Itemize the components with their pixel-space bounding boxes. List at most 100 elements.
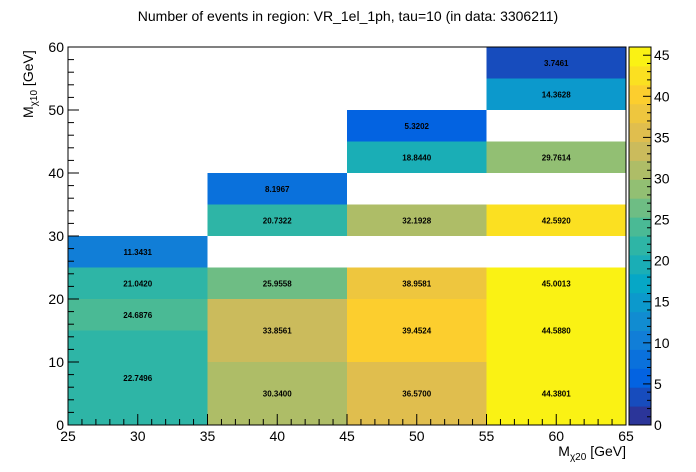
y-axis-label-main: M <box>20 106 36 118</box>
color-scale-tick-label: 35 <box>654 129 670 145</box>
cell-value-label: 32.1928 <box>402 216 431 225</box>
x-axis-label-sub: χ20 <box>570 452 587 463</box>
color-scale-step <box>629 330 651 350</box>
x-tick-label: 65 <box>618 428 634 444</box>
x-tick-label: 35 <box>200 428 216 444</box>
color-scale-tick-label: 10 <box>654 335 670 351</box>
color-scale-tick-label: 40 <box>654 88 670 104</box>
color-scale-step <box>629 84 651 105</box>
color-scale-step <box>629 368 651 388</box>
color-scale-bar: 0 5 10 15 20 25 30 35 40 45 <box>628 46 670 433</box>
color-scale-step <box>629 141 651 161</box>
color-scale-tick-label: 0 <box>654 417 662 433</box>
heatmap-cell <box>347 141 487 173</box>
cell-value-label: 18.8440 <box>402 153 431 162</box>
color-scale-step <box>629 217 651 237</box>
color-scale-step <box>629 349 651 369</box>
color-scale-tick-label: 20 <box>654 253 670 269</box>
heatmap-cell <box>486 204 626 236</box>
color-scale-tick-label: 30 <box>654 170 670 186</box>
y-tick-label: 50 <box>48 102 64 118</box>
color-scale-step <box>629 254 651 275</box>
x-tick-label: 30 <box>130 428 146 444</box>
heatmap-cell <box>207 204 347 236</box>
heatmap-cell <box>68 236 208 268</box>
color-scale-step <box>629 236 651 256</box>
y-tick-label: 20 <box>48 291 64 307</box>
color-scale-tick-label: 5 <box>654 376 662 392</box>
color-scale-step <box>629 103 651 124</box>
y-tick-label: 0 <box>56 417 64 433</box>
heatmap-cell <box>486 47 626 79</box>
chart-title: Number of events in region: VR_1el_1ph, … <box>138 8 558 24</box>
color-scale-tick-label: 15 <box>654 294 670 310</box>
x-axis-label-unit: [GeV] <box>586 443 626 459</box>
heatmap-cells: 22.7496 24.6876 21.0420 11.3431 30.3400 33.85… <box>68 47 626 425</box>
x-axis-label: Mχ20 [GeV] <box>558 443 626 463</box>
x-tick-label: 50 <box>409 428 425 444</box>
x-tick-label: 60 <box>548 428 564 444</box>
x-axis-label-main: M <box>558 443 570 459</box>
color-scale-step <box>629 122 651 142</box>
color-scale-step <box>629 179 651 199</box>
cell-value-label: 45.0013 <box>542 279 571 288</box>
heatmap-cell <box>68 299 208 331</box>
color-scale-step <box>629 311 651 331</box>
cell-value-label: 33.8561 <box>263 327 292 336</box>
heatmap-cell <box>486 299 626 362</box>
cell-value-label: 38.9581 <box>402 279 431 288</box>
cell-value-label: 39.4524 <box>402 327 431 336</box>
y-tick-label: 10 <box>48 354 64 370</box>
heatmap-cell <box>486 267 626 299</box>
heatmap-cell <box>207 299 347 362</box>
cell-value-label: 24.6876 <box>123 311 152 320</box>
heatmap-cell <box>486 141 626 173</box>
color-scale-step <box>629 47 651 67</box>
cell-value-label: 3.7461 <box>544 59 569 68</box>
cell-value-label: 44.5880 <box>542 327 571 336</box>
heatmap-cell <box>207 267 347 299</box>
cell-value-label: 21.0420 <box>123 279 152 288</box>
color-scale-step <box>629 273 651 294</box>
heatmap-cell <box>68 267 208 299</box>
color-scale-tick-label: 25 <box>654 212 670 228</box>
heatmap-cell <box>486 78 626 110</box>
heatmap-cell <box>347 267 487 299</box>
color-scale-step <box>629 160 651 180</box>
cell-value-label: 11.3431 <box>124 248 153 257</box>
color-scale-step <box>629 406 651 426</box>
cell-value-label: 44.3801 <box>542 390 571 399</box>
heatmap-cell <box>347 204 487 236</box>
cell-value-label: 36.5700 <box>402 390 431 399</box>
heatmap-cell <box>207 173 347 205</box>
y-axis-label: Mχ10 [GeV] <box>20 50 40 118</box>
cell-value-label: 14.3628 <box>542 90 571 99</box>
cell-value-label: 30.3400 <box>263 390 292 399</box>
x-tick-label: 25 <box>60 428 76 444</box>
heatmap-cell <box>347 299 487 362</box>
plot-axes: 25 30 35 40 45 50 55 60 65 0 10 20 30 40 50 60 <box>48 39 634 444</box>
x-tick-label: 45 <box>339 428 355 444</box>
y-tick-label: 60 <box>48 39 64 55</box>
color-scale-step <box>629 292 651 313</box>
x-tick-label: 40 <box>269 428 285 444</box>
x-tick-label: 55 <box>479 428 495 444</box>
heatmap-cell <box>68 330 208 425</box>
cell-value-label: 22.7496 <box>123 374 152 383</box>
cell-value-label: 25.9558 <box>263 279 292 288</box>
cell-value-label: 20.7322 <box>263 216 292 225</box>
y-axis-label-sub: χ10 <box>29 90 40 107</box>
cell-value-label: 29.7614 <box>542 153 571 162</box>
cell-value-label: 8.1967 <box>265 185 290 194</box>
y-tick-label: 40 <box>48 165 64 181</box>
color-scale-step <box>629 65 651 86</box>
heatmap-cell <box>347 110 487 142</box>
y-tick-label: 30 <box>48 228 64 244</box>
color-scale-step <box>629 387 651 407</box>
color-scale-step <box>629 198 651 218</box>
cell-value-label: 5.3202 <box>405 122 430 131</box>
color-scale-tick-label: 45 <box>654 47 670 63</box>
cell-value-label: 42.5920 <box>542 216 571 225</box>
y-axis-label-unit: [GeV] <box>20 50 36 90</box>
